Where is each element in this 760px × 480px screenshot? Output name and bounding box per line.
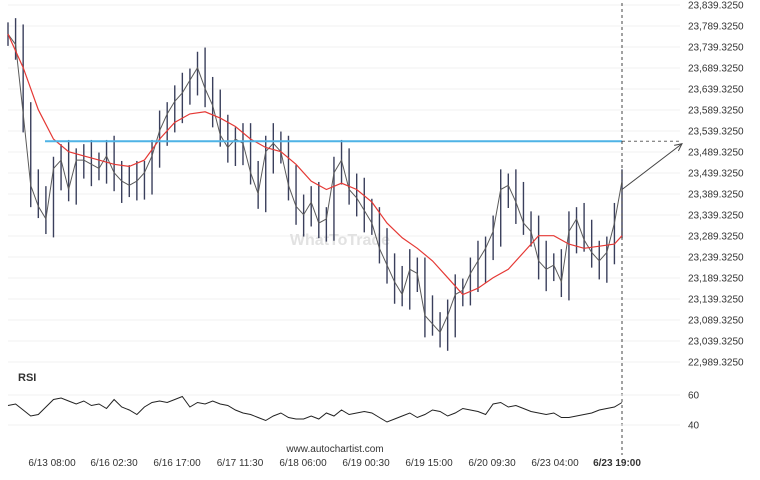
price-tick-label: 23,239.3250 — [688, 253, 744, 264]
source-label: www.autochartist.com — [285, 444, 383, 455]
time-tick-label: 6/20 09:30 — [468, 458, 516, 469]
rsi-axis: 60 40 — [688, 391, 700, 432]
rsi-grid — [8, 394, 680, 426]
price-tick-label: 23,139.3250 — [688, 295, 744, 306]
price-tick-label: 23,589.3250 — [688, 106, 744, 117]
price-tick-label: 23,689.3250 — [688, 64, 744, 75]
time-tick-label: 6/18 06:00 — [279, 458, 327, 469]
price-tick-label: 23,039.3250 — [688, 337, 744, 348]
price-tick-label: 23,389.3250 — [688, 190, 744, 201]
price-tick-label: 23,639.3250 — [688, 85, 744, 96]
price-tick-label: 23,439.3250 — [688, 169, 744, 180]
time-tick-label: 6/23 04:00 — [531, 458, 579, 469]
time-tick-label: 6/19 15:00 — [405, 458, 453, 469]
price-tick-label: 23,339.3250 — [688, 211, 744, 222]
time-tick-label: 6/16 02:30 — [90, 458, 138, 469]
price-tick-label: 23,089.3250 — [688, 316, 744, 327]
price-grid — [8, 4, 680, 363]
time-axis: 6/13 08:00 6/16 02:30 6/16 17:00 6/17 11:30… — [28, 458, 641, 469]
rsi-label: RSI — [18, 372, 36, 384]
time-tick-label: 6/16 17:00 — [153, 458, 201, 469]
time-tick-label: 6/13 08:00 — [28, 458, 76, 469]
time-tick-label: 6/23 19:00 — [593, 458, 641, 469]
rsi-line — [7, 395, 623, 423]
price-tick-label: 23,189.3250 — [688, 274, 744, 285]
price-tick-label: 22,989.3250 — [688, 358, 744, 369]
forecast-arrowhead — [674, 143, 683, 152]
time-tick-label: 6/17 11:30 — [217, 458, 264, 469]
price-tick-label: 23,489.3250 — [688, 148, 744, 159]
price-line — [7, 33, 623, 334]
rsi-tick-label: 60 — [688, 391, 700, 402]
price-tick-label: 23,839.3250 — [688, 1, 744, 12]
forecast-arrow — [621, 143, 683, 190]
time-tick-label: 6/19 00:30 — [342, 458, 390, 469]
moving-average-line — [7, 33, 623, 296]
price-axis: 23,839.3250 23,789.3250 23,739.3250 23,689.… — [688, 1, 744, 369]
price-tick-label: 23,289.3250 — [688, 232, 744, 243]
price-tick-label: 23,789.3250 — [688, 22, 744, 33]
price-tick-label: 23,539.3250 — [688, 127, 744, 138]
watermark: WhatToTrade — [290, 232, 390, 249]
rsi-tick-label: 40 — [688, 421, 700, 432]
price-tick-label: 23,739.3250 — [688, 43, 744, 54]
